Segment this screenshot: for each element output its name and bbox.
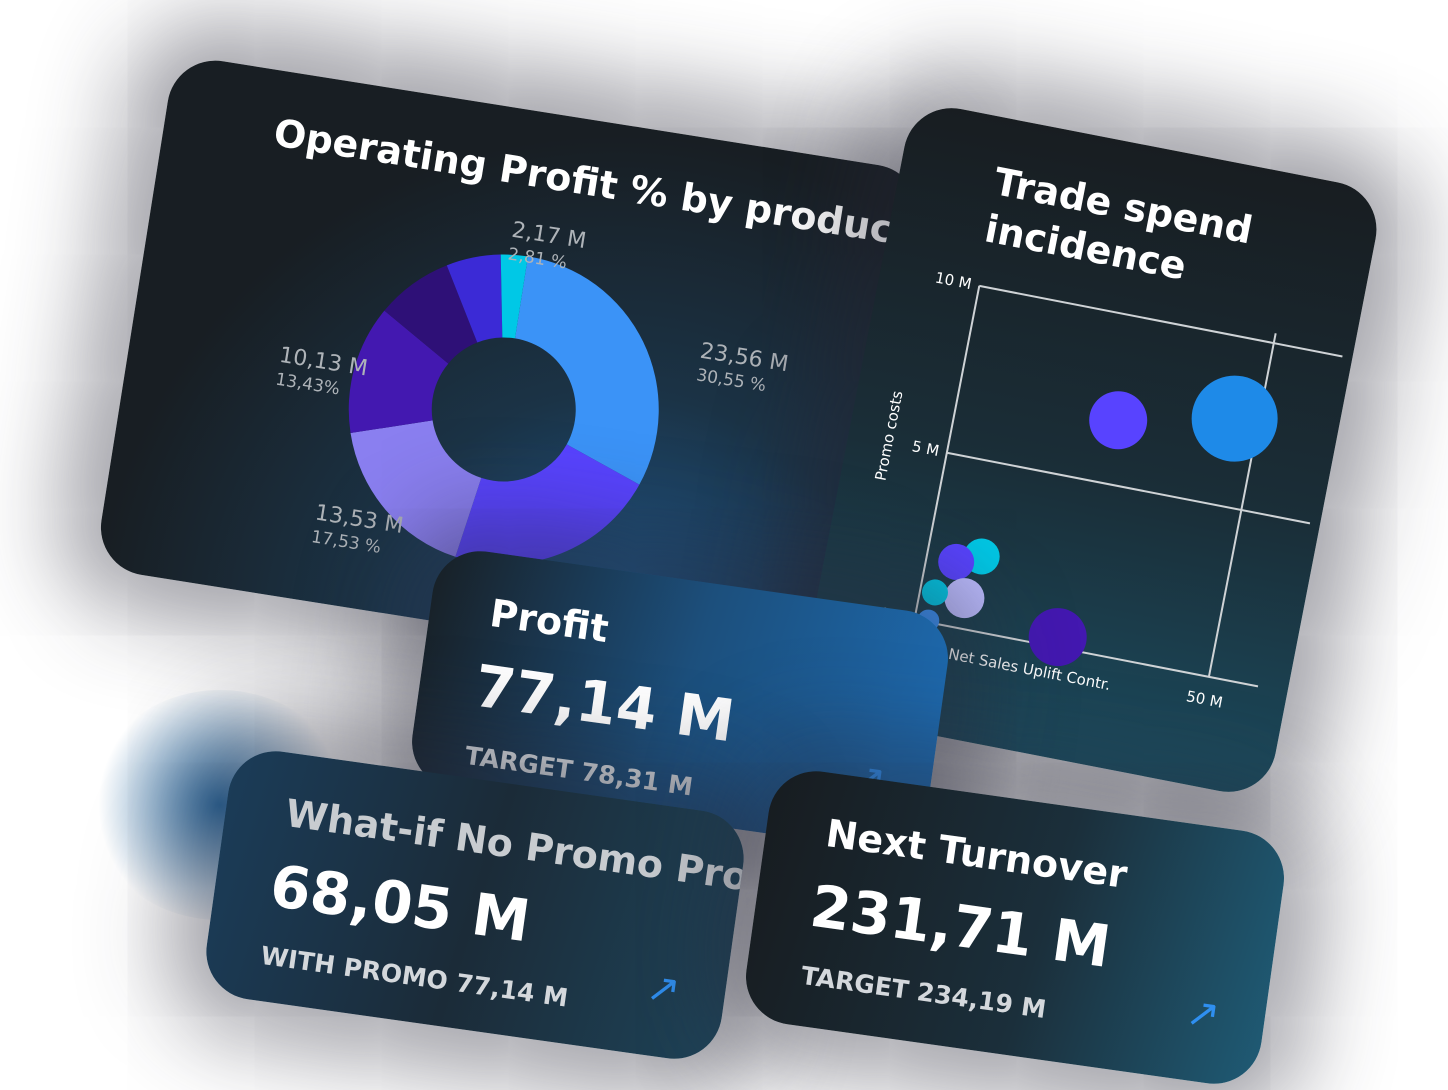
donut-slice-0[interactable]: [495, 256, 681, 486]
y-tick-label: 5 M: [911, 437, 941, 460]
x-tick-label: 50 M: [1185, 687, 1225, 712]
arrow-up-right-icon[interactable]: ↗: [643, 963, 684, 1015]
donut-slice-6[interactable]: [488, 252, 528, 339]
y-axis-label: Promo costs: [871, 389, 906, 482]
y-tick-label: 10 M: [934, 268, 974, 293]
donut-slice-5[interactable]: [436, 246, 516, 346]
gridline: [979, 284, 1343, 358]
slice-label-blue: 23,56 M 30,55 %: [695, 339, 790, 401]
kpi-value: 68,05 M: [266, 851, 535, 956]
donut-slice-2[interactable]: [334, 408, 489, 559]
card-title: Profit: [487, 590, 612, 652]
bubble-1[interactable]: [1084, 386, 1152, 454]
kpi-value: 77,14 M: [470, 651, 739, 756]
donut-slice-4[interactable]: [378, 257, 489, 368]
y-axis: [913, 285, 981, 620]
bubble-3[interactable]: [935, 541, 977, 583]
donut-slice-3[interactable]: [343, 307, 455, 446]
bubble-5[interactable]: [920, 577, 950, 607]
gridline: [946, 451, 1311, 525]
next-turnover-card[interactable]: Next Turnover 231,71 M TARGET 234,19 M ↗: [739, 765, 1291, 1090]
bubble-4[interactable]: [941, 575, 988, 622]
donut-slice-1[interactable]: [455, 430, 644, 585]
arrow-up-right-icon[interactable]: ↗: [1183, 988, 1223, 1040]
kpi-target: TARGET 234,19 M: [799, 960, 1049, 1024]
operating-profit-card[interactable]: Operating Profit % by product line 2,17 …: [94, 53, 926, 687]
bubble-0[interactable]: [1184, 368, 1285, 469]
bubble-7[interactable]: [1024, 603, 1092, 671]
x-axis: [914, 618, 1259, 688]
donut-chart: [334, 246, 681, 585]
